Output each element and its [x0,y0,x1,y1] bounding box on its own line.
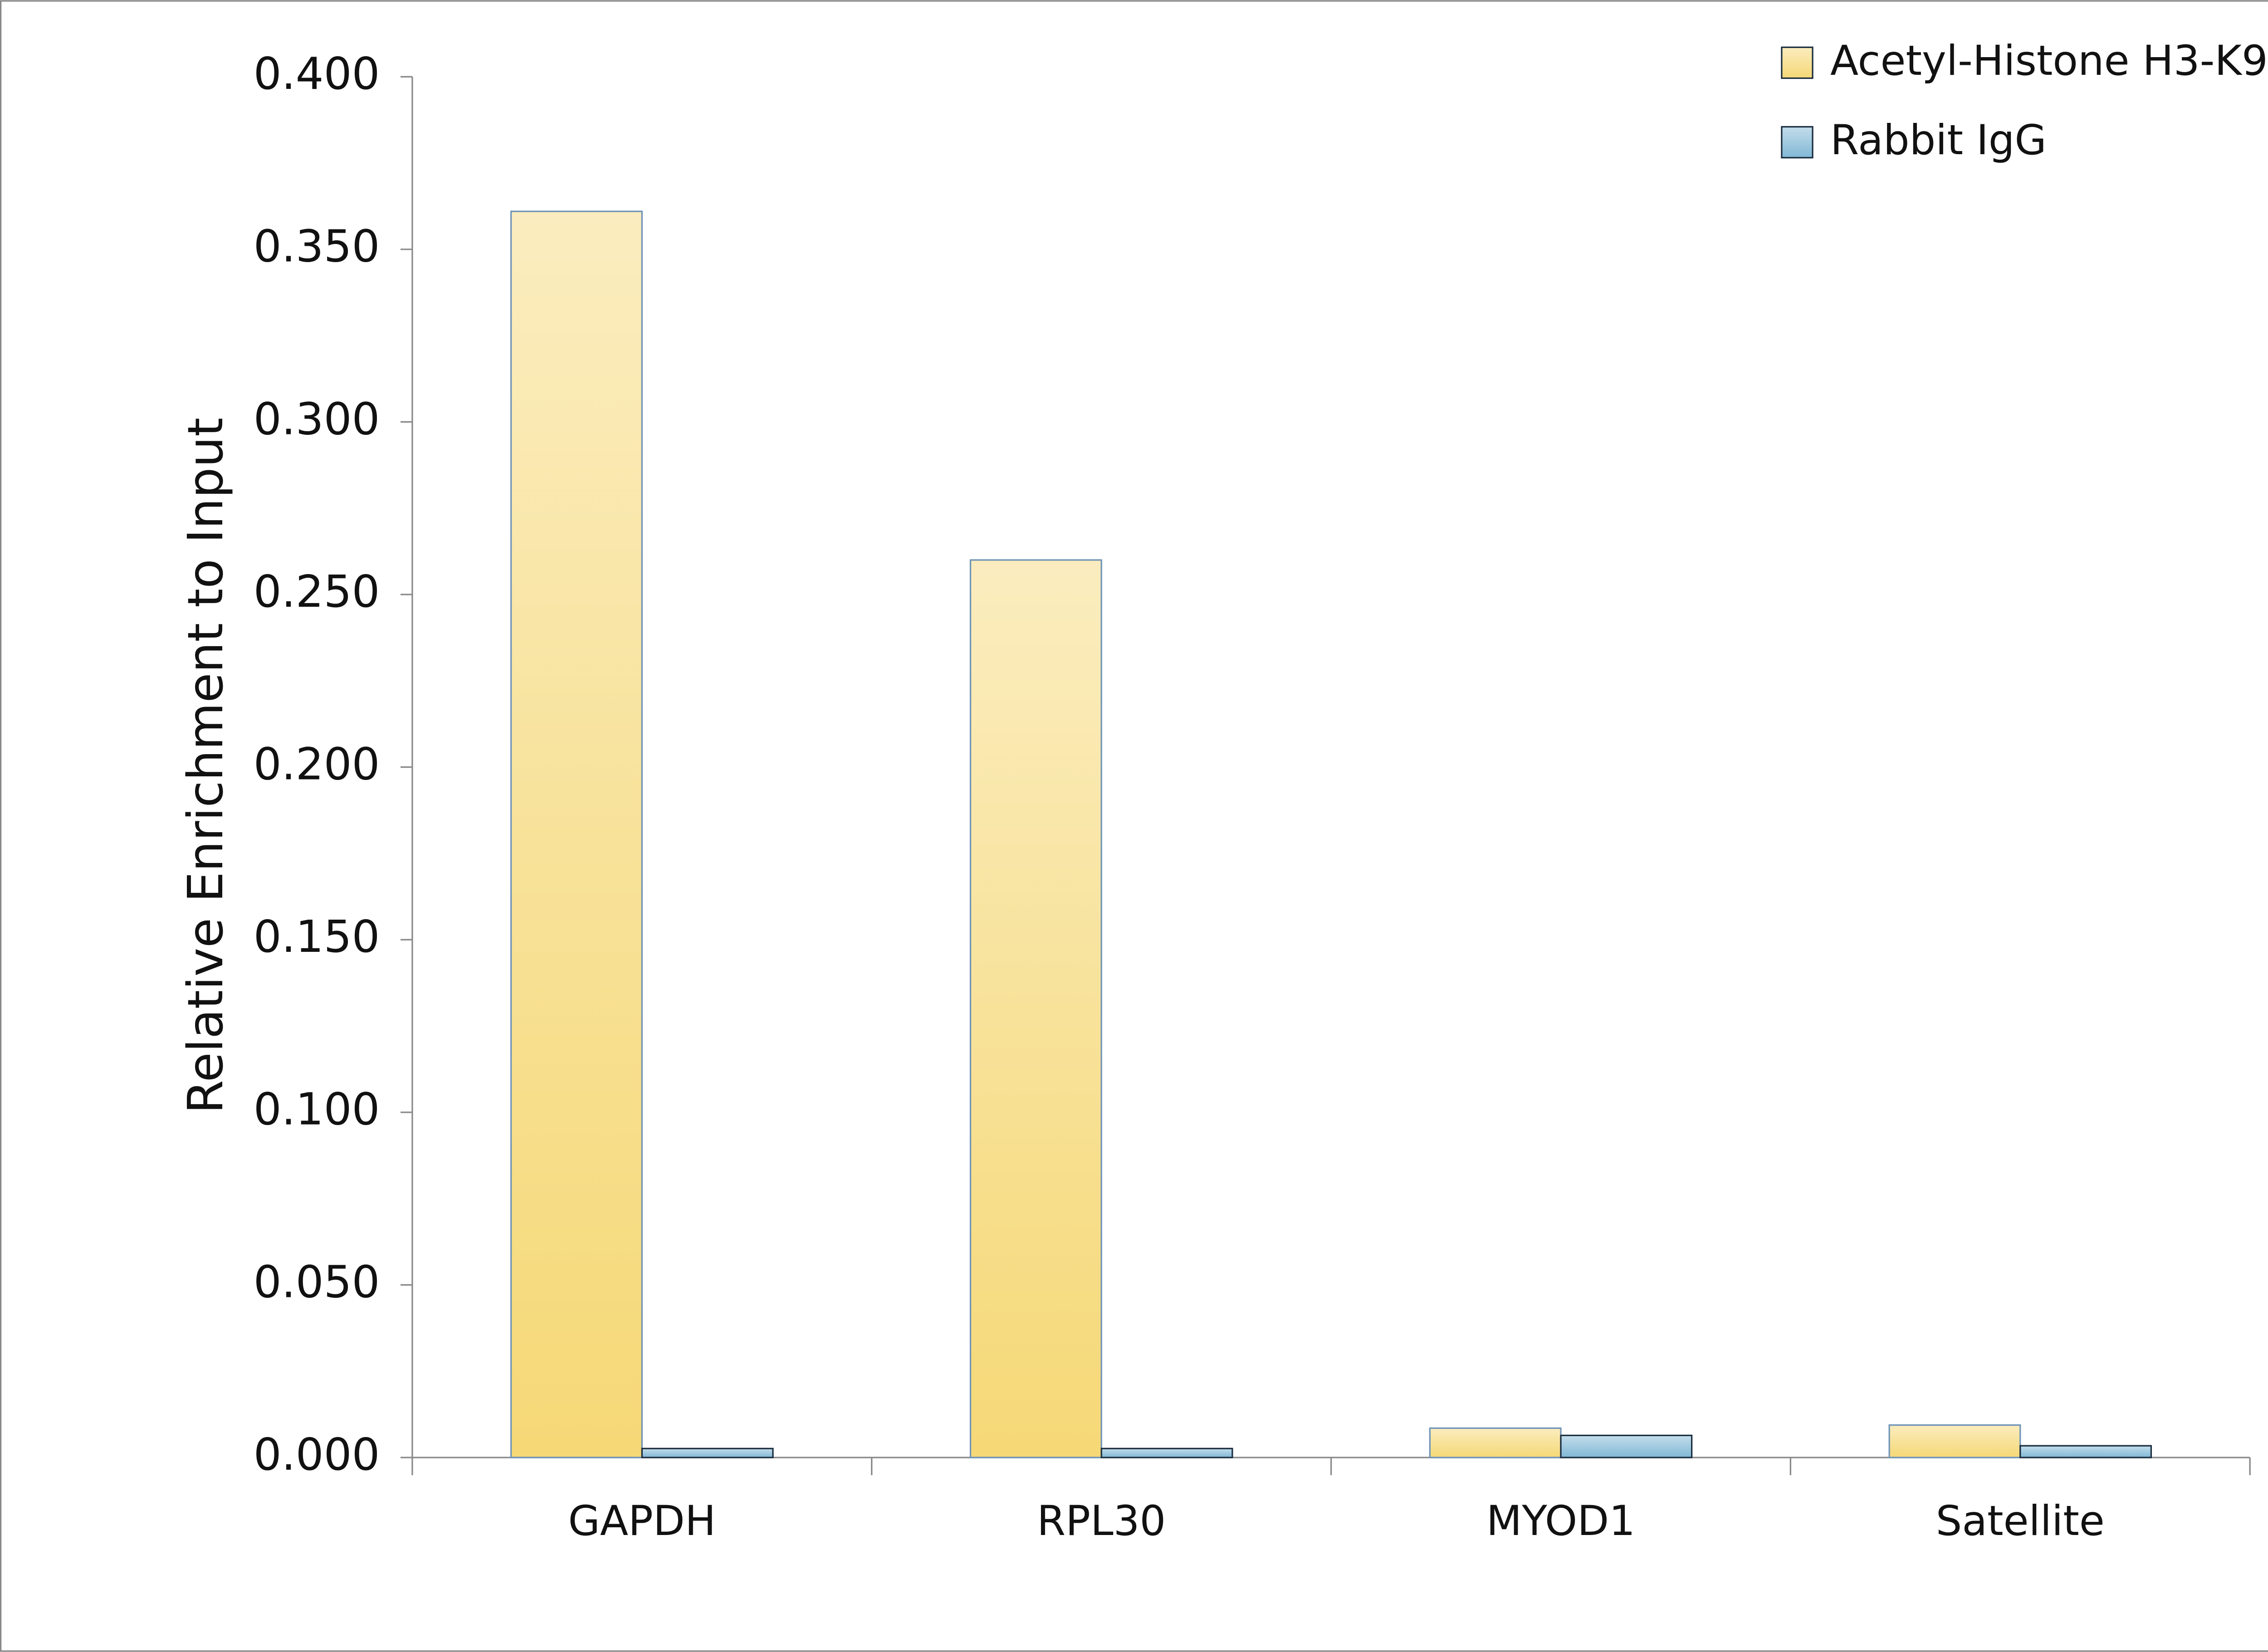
bar [641,1447,774,1458]
legend-swatch [1781,126,1813,159]
y-tick-label: 0.350 [254,221,380,272]
bar [1560,1434,1693,1458]
bar [969,559,1102,1458]
x-tick-label: Satellite [1936,1497,2105,1545]
y-tick-label: 0.200 [254,738,380,789]
y-tick-label: 0.250 [254,566,380,617]
y-tick-label: 0.300 [254,393,380,444]
x-tick-label: MYOD1 [1486,1497,1635,1545]
x-tick-label: RPL30 [1037,1497,1166,1545]
bar [1429,1427,1562,1458]
legend-swatch [1781,46,1813,79]
bar [1100,1447,1233,1458]
y-tick-label: 0.100 [254,1084,380,1135]
legend-label: Rabbit IgG [1830,117,2047,164]
bar [510,210,643,1458]
bar [1888,1424,2021,1458]
y-tick-label: 0.050 [254,1256,380,1307]
y-tick-label: 0.400 [254,48,380,99]
y-tick-label: 0.000 [254,1429,380,1480]
x-tick-label: GAPDH [568,1497,716,1545]
y-axis-label: Relative Enrichment to Input [178,418,234,1114]
legend-label: Acetyl-Histone H3-K9 [1830,37,2268,85]
y-tick-label: 0.150 [254,911,380,962]
bar [2019,1445,2152,1458]
